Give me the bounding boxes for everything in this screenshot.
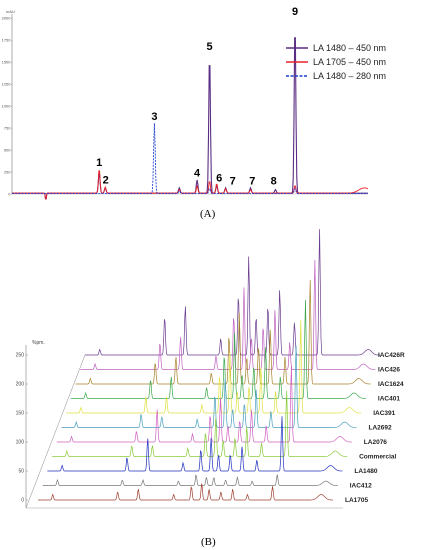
panel-a-y-tick-label: 1750 [2,38,12,43]
panel-b-series [38,229,381,501]
panel-b-sample-label: IAC391 [373,410,395,417]
panel-a-peak-label: 3 [151,111,157,123]
panel-b-y-tick-label: 100 [16,440,25,446]
panel-a-legend: LA 1480 – 450 nm LA 1705 – 450 nm LA 1480 … [286,43,386,81]
panel-a-series-line [12,123,368,195]
panel-b-sample-label: IAC412 [350,483,372,490]
panel-b-sample-label: IAC426R [378,352,405,359]
panel-b-sample-label: IAC401 [378,396,400,403]
panel-b-series-line [38,483,334,501]
panel-b-y-tick-label: 250 [16,353,25,359]
panel-b-label: (B) [201,536,216,548]
panel-a-legend-entry: LA 1480 – 450 nm [313,43,386,53]
panel-b-sample-label: IAC426 [378,367,400,374]
panel-a-peak-label: 5 [207,41,213,53]
panel-b-y-tick-label: 150 [16,411,25,417]
panel-a-peak-label: 4 [194,167,201,179]
panel-b-axis: 250 200 150 100 50 0 [16,345,380,509]
panel-b-series-line [61,345,357,428]
panel-b-y-unit: %pm. [32,340,45,346]
panel-a-y-tick-label: 250 [4,169,11,174]
panel-a-chart: 2000 1750 1500 1250 1000 750 500 250 0 mAU 12 3 4 5… [2,6,386,200]
panel-a-series-line [12,170,369,200]
panel-b-series-line [42,474,338,486]
panel-b-sample-label: LA1480 [354,468,378,475]
panel-b-sample-labels: IAC426R IAC426 IAC1624 IAC401 IAC391 LA2692 LA… [345,352,405,504]
panel-a-peak-label: 2 [103,174,109,186]
panel-a-axis: 2000 1750 1500 1250 1000 750 500 250 0 [2,14,368,196]
panel-a-series [12,37,369,200]
panel-b-series-line [56,365,352,443]
panel-b-sample-label: LA1705 [345,497,369,504]
panel-b-sample-label: IAC1624 [378,381,404,388]
panel-b-chart: 250 200 150 100 50 0 %pm. IAC426R IAC426 IAC162… [16,229,405,509]
panel-b-series-line [75,279,371,385]
panel-a-y-unit: mAU [6,9,15,14]
panel-a-peak-label: 7 [249,175,255,187]
panel-a-legend-entry: LA 1705 – 450 nm [313,57,386,67]
panel-b-series-line [47,416,343,472]
panel-a-legend-entry: LA 1480 – 280 nm [313,71,386,81]
panel-a-peak-label: 6 [216,173,222,185]
panel-b-series-line [85,229,381,356]
panel-b-sample-label: Commercial [359,454,396,461]
panel-b-series-line [80,260,376,370]
panel-a-y-tick-label: 1500 [2,60,12,65]
panel-b-series-line [52,390,348,457]
panel-a-y-tick-label: 0 [8,191,11,196]
panel-a-y-tick-label: 500 [4,147,11,152]
panel-a-peak-label: 8 [271,175,277,187]
panel-b-sample-label: LA2692 [369,425,393,432]
panel-b-sample-label: LA2076 [364,439,388,446]
panel-a-y-tick-label: 1000 [2,103,12,108]
panel-b-y-tick-label: 200 [16,382,25,388]
panel-a-peak-label: 9 [292,6,298,18]
panel-b-depth-edge [25,354,86,509]
panel-a-y-tick-label: 750 [4,125,11,130]
panel-a-y-tick-label: 1250 [2,82,12,87]
panel-a-peak-label: 1 [96,157,102,169]
panel-a-peak-label: 7 [230,175,236,187]
panel-a-y-tick-label: 2000 [2,16,12,21]
panel-b-y-tick-label: 50 [18,469,24,475]
panel-b-y-tick-label: 0 [21,498,24,504]
panel-a-label: (A) [200,208,216,220]
